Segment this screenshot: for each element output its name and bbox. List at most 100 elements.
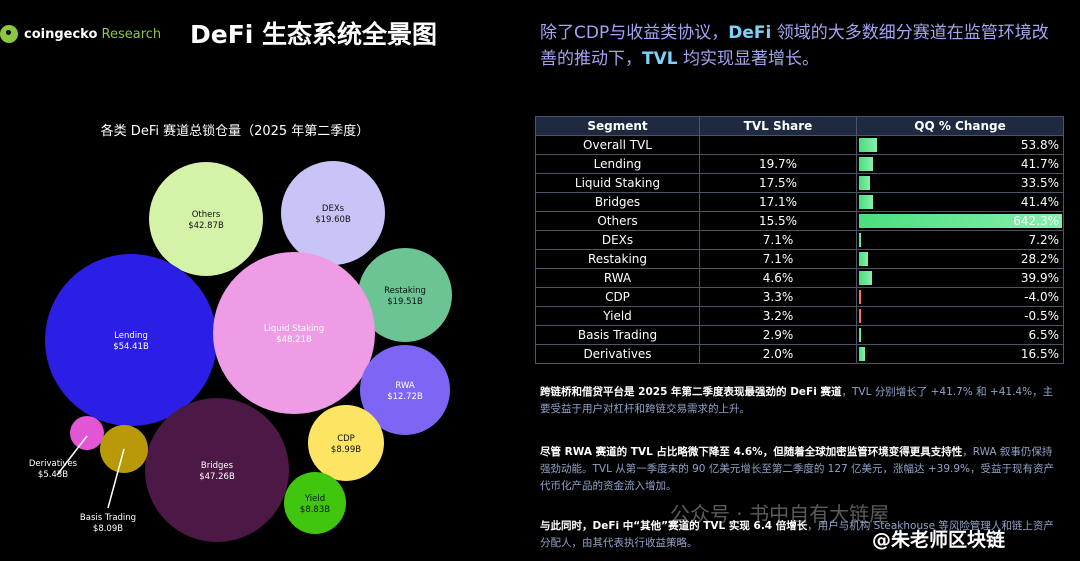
qq-value-yield: -0.5%	[1024, 309, 1059, 323]
bubble-name-basis-trading: Basis Trading	[80, 513, 136, 523]
cell-qq-change-dexs: 7.2%	[856, 230, 1064, 250]
bubble-rwa	[360, 345, 450, 435]
cell-qq-change-liquid-staking: 33.5%	[856, 173, 1064, 193]
column-header-qq-change: QQ % Change	[856, 116, 1064, 136]
bubble-name-derivatives: Derivatives	[29, 459, 78, 469]
cell-qq-change-restaking: 28.2%	[856, 249, 1064, 269]
bubble-name-restaking: Restaking	[384, 286, 426, 296]
table-header-row: Segment TVL Share QQ % Change	[535, 116, 1064, 136]
table-row: Bridges 17.1% 41.4%	[535, 192, 1064, 212]
bubble-value-rwa: $12.72B	[387, 392, 423, 402]
cell-segment-liquid-staking: Liquid Staking	[535, 173, 700, 193]
bubble-value-derivatives: $5.43B	[38, 470, 68, 480]
column-header-segment: Segment	[535, 116, 700, 136]
bubble-value-basis-trading: $8.09B	[93, 524, 123, 534]
cell-segment-rwa: RWA	[535, 268, 700, 288]
cell-qq-change-yield: -0.5%	[856, 306, 1064, 326]
qq-bar-basis-trading	[859, 328, 862, 342]
cell-tvl-share-lending: 19.7%	[699, 154, 857, 174]
table-row: Lending 19.7% 41.7%	[535, 154, 1064, 174]
cell-tvl-share-rwa: 4.6%	[699, 268, 857, 288]
bubble-chart: Others$42.87B DEXs$19.60B Restaking$19.51B…	[29, 161, 452, 542]
cell-segment-dexs: DEXs	[535, 230, 700, 250]
qq-bar-liquid-staking	[859, 176, 871, 190]
cell-tvl-share-overall-tvl	[699, 135, 857, 155]
leader-line-basis-trading	[107, 448, 125, 509]
note-bridges-lending: 跨链桥和借贷平台是 2025 年第二季度表现最强劲的 DeFi 赛道，TVL 分…	[540, 386, 1054, 415]
cell-qq-change-overall-tvl: 53.8%	[856, 135, 1064, 155]
qq-bar-rwa	[859, 271, 873, 285]
bubble-yield	[284, 472, 346, 534]
bubble-name-bridges: Bridges	[201, 461, 234, 471]
qq-bar-overall-tvl	[859, 138, 877, 152]
bubble-derivatives	[70, 416, 104, 450]
bubble-name-yield: Yield	[304, 494, 325, 504]
qq-value-rwa: 39.9%	[1020, 271, 1059, 285]
bubble-value-cdp: $8.99B	[331, 445, 361, 455]
cell-qq-change-others: 642.3%	[856, 211, 1064, 231]
cell-segment-basis-trading: Basis Trading	[535, 325, 700, 345]
bubble-value-yield: $8.83B	[300, 505, 330, 515]
cell-segment-derivatives: Derivatives	[535, 344, 700, 364]
bubble-value-restaking: $19.51B	[387, 297, 423, 307]
cell-segment-others: Others	[535, 211, 700, 231]
qq-value-overall-tvl: 53.8%	[1020, 138, 1059, 152]
bubble-dexs	[281, 161, 385, 265]
qq-value-others: 642.3%	[1013, 214, 1059, 228]
table-row: Liquid Staking 17.5% 33.5%	[535, 173, 1064, 193]
cell-qq-change-lending: 41.7%	[856, 154, 1064, 174]
qq-value-derivatives: 16.5%	[1020, 347, 1059, 361]
leader-line-derivatives	[56, 435, 88, 476]
bubble-others	[149, 162, 263, 276]
bubble-name-rwa: RWA	[395, 381, 415, 391]
bubble-value-others: $42.87B	[188, 221, 224, 231]
cell-tvl-share-cdp: 3.3%	[699, 287, 857, 307]
cell-tvl-share-derivatives: 2.0%	[699, 344, 857, 364]
qq-bar-others	[859, 214, 1062, 228]
bubble-bridges	[145, 398, 289, 542]
cell-qq-change-rwa: 39.9%	[856, 268, 1064, 288]
bubble-liquid-staking	[213, 252, 375, 414]
table-row: Basis Trading 2.9% 6.5%	[535, 325, 1064, 345]
table-row: Others 15.5% 642.3%	[535, 211, 1064, 231]
brand-logo: coingecko Research	[0, 20, 161, 48]
qq-value-dexs: 7.2%	[1028, 233, 1060, 247]
chart-title: 各类 DeFi 赛道总锁仓量（2025 年第二季度）	[100, 124, 370, 139]
qq-value-cdp: -4.0%	[1024, 290, 1059, 304]
author-credit: @朱老师区块链	[872, 529, 1006, 551]
cell-qq-change-basis-trading: 6.5%	[856, 325, 1064, 345]
bubble-name-lending: Lending	[114, 331, 148, 341]
table-row: DEXs 7.1% 7.2%	[535, 230, 1064, 250]
segment-table: Segment TVL Share QQ % Change Overall TV…	[535, 116, 1064, 364]
table-row: Restaking 7.1% 28.2%	[535, 249, 1064, 269]
cell-tvl-share-yield: 3.2%	[699, 306, 857, 326]
qq-value-liquid-staking: 33.5%	[1020, 176, 1059, 190]
cell-tvl-share-dexs: 7.1%	[699, 230, 857, 250]
cell-tvl-share-others: 15.5%	[699, 211, 857, 231]
cell-segment-restaking: Restaking	[535, 249, 700, 269]
cell-segment-cdp: CDP	[535, 287, 700, 307]
qq-value-bridges: 41.4%	[1020, 195, 1059, 209]
bubble-value-bridges: $47.26B	[199, 472, 235, 482]
qq-value-restaking: 28.2%	[1020, 252, 1059, 266]
bubble-name-others: Others	[192, 210, 221, 220]
qq-bar-lending	[859, 157, 873, 171]
table-row: Yield 3.2% -0.5%	[535, 306, 1064, 326]
note-others: 与此同时，DeFi 中“其他”赛道的 TVL 实现 6.4 倍增长，用户与机构 …	[540, 520, 1054, 549]
table-row: Overall TVL 53.8%	[535, 135, 1064, 155]
bubble-lending	[45, 254, 217, 426]
bubble-name-dexs: DEXs	[322, 204, 345, 214]
qq-bar-bridges	[859, 195, 873, 209]
headline: 除了CDP与收益类协议，DeFi 领域的大多数细分赛道在监管环境改善的推动下，T…	[540, 23, 1049, 69]
table-row: RWA 4.6% 39.9%	[535, 268, 1064, 288]
column-header-tvl-share: TVL Share	[699, 116, 857, 136]
cell-tvl-share-bridges: 17.1%	[699, 192, 857, 212]
qq-value-lending: 41.7%	[1020, 157, 1059, 171]
watermark-text: 公众号 · 书中自有大链屋	[670, 502, 890, 526]
bubble-cdp	[308, 405, 384, 481]
qq-bar-derivatives	[859, 347, 865, 361]
brand-name: coingecko Research	[24, 26, 162, 42]
bubble-name-cdp: CDP	[337, 434, 355, 444]
qq-bar-dexs	[859, 233, 862, 247]
qq-bar-cdp	[859, 290, 861, 304]
